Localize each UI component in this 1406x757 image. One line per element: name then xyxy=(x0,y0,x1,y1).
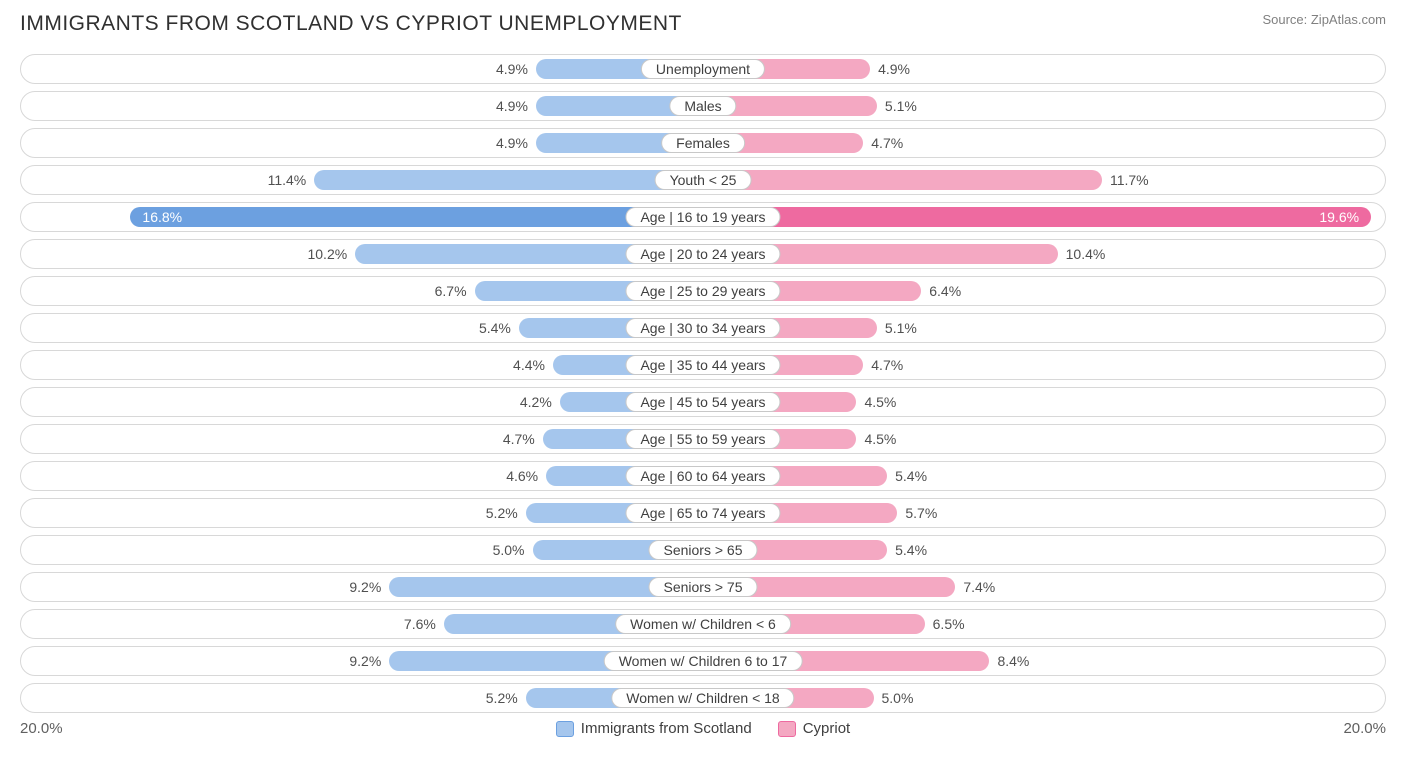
value-label-right: 6.4% xyxy=(929,283,961,299)
value-label-left: 11.4% xyxy=(268,172,307,188)
value-label-right: 5.4% xyxy=(895,468,927,484)
value-label-left: 5.2% xyxy=(486,690,518,706)
chart-header: IMMIGRANTS FROM SCOTLAND VS CYPRIOT UNEM… xyxy=(20,12,1386,36)
value-label-right: 4.7% xyxy=(871,135,903,151)
legend-label-right: Cypriot xyxy=(803,720,851,737)
value-label-left: 5.2% xyxy=(486,505,518,521)
value-label-right: 5.1% xyxy=(885,98,917,114)
category-label: Women w/ Children < 6 xyxy=(615,614,791,634)
value-label-left: 7.6% xyxy=(404,616,436,632)
value-label-left: 10.2% xyxy=(307,246,347,262)
category-label: Age | 16 to 19 years xyxy=(625,207,780,227)
bar-row: 11.4% 11.7% Youth < 25 xyxy=(20,165,1386,195)
legend-label-left: Immigrants from Scotland xyxy=(581,720,752,737)
axis-left-max: 20.0% xyxy=(20,720,63,737)
category-label: Males xyxy=(669,96,736,116)
bar-row: 4.6% 5.4% Age | 60 to 64 years xyxy=(20,461,1386,491)
bar-row: 5.2% 5.0% Women w/ Children < 18 xyxy=(20,683,1386,713)
category-label: Age | 55 to 59 years xyxy=(625,429,780,449)
bar-row: 5.0% 5.4% Seniors > 65 xyxy=(20,535,1386,565)
bar-row: 5.2% 5.7% Age | 65 to 74 years xyxy=(20,498,1386,528)
legend-swatch-left xyxy=(556,721,574,737)
bar-row: 5.4% 5.1% Age | 30 to 34 years xyxy=(20,313,1386,343)
value-label-right: 4.5% xyxy=(864,394,896,410)
bar-left xyxy=(314,170,703,190)
value-label-right: 4.7% xyxy=(871,357,903,373)
bar-right xyxy=(703,170,1102,190)
category-label: Age | 65 to 74 years xyxy=(625,503,780,523)
value-label-left: 9.2% xyxy=(349,579,381,595)
value-label-right: 19.6% xyxy=(1319,209,1359,225)
axis-right-max: 20.0% xyxy=(1343,720,1386,737)
bar-row: 9.2% 7.4% Seniors > 75 xyxy=(20,572,1386,602)
chart-source: Source: ZipAtlas.com xyxy=(1262,12,1386,27)
value-label-left: 4.2% xyxy=(520,394,552,410)
chart-title: IMMIGRANTS FROM SCOTLAND VS CYPRIOT UNEM… xyxy=(20,12,682,36)
category-label: Age | 30 to 34 years xyxy=(625,318,780,338)
value-label-right: 4.5% xyxy=(864,431,896,447)
value-label-right: 8.4% xyxy=(997,653,1029,669)
value-label-left: 4.6% xyxy=(506,468,538,484)
category-label: Women w/ Children 6 to 17 xyxy=(604,651,803,671)
value-label-left: 4.7% xyxy=(503,431,535,447)
category-label: Seniors > 75 xyxy=(649,577,758,597)
chart-footer: 20.0% Immigrants from Scotland Cypriot 2… xyxy=(20,720,1386,737)
value-label-right: 5.4% xyxy=(895,542,927,558)
legend-item-right: Cypriot xyxy=(778,720,851,737)
category-label: Age | 20 to 24 years xyxy=(625,244,780,264)
category-label: Age | 25 to 29 years xyxy=(625,281,780,301)
value-label-left: 9.2% xyxy=(349,653,381,669)
bar-row: 16.8% 19.6% Age | 16 to 19 years xyxy=(20,202,1386,232)
bar-row: 4.4% 4.7% Age | 35 to 44 years xyxy=(20,350,1386,380)
value-label-right: 11.7% xyxy=(1110,172,1149,188)
category-label: Age | 45 to 54 years xyxy=(625,392,780,412)
bar-row: 4.9% 5.1% Males xyxy=(20,91,1386,121)
bar-right xyxy=(703,207,1371,227)
value-label-left: 4.9% xyxy=(496,135,528,151)
value-label-right: 4.9% xyxy=(878,61,910,77)
value-label-right: 5.1% xyxy=(885,320,917,336)
category-label: Women w/ Children < 18 xyxy=(611,688,794,708)
category-label: Youth < 25 xyxy=(655,170,752,190)
category-label: Seniors > 65 xyxy=(649,540,758,560)
bar-row: 4.2% 4.5% Age | 45 to 54 years xyxy=(20,387,1386,417)
value-label-right: 10.4% xyxy=(1066,246,1106,262)
diverging-bar-chart: 4.9% 4.9% Unemployment 4.9% 5.1% Males 4.9% 4.7… xyxy=(20,54,1386,713)
bar-row: 4.7% 4.5% Age | 55 to 59 years xyxy=(20,424,1386,454)
legend-swatch-right xyxy=(778,721,796,737)
bar-row: 10.2% 10.4% Age | 20 to 24 years xyxy=(20,239,1386,269)
value-label-left: 4.9% xyxy=(496,61,528,77)
value-label-left: 5.4% xyxy=(479,320,511,336)
bar-row: 6.7% 6.4% Age | 25 to 29 years xyxy=(20,276,1386,306)
bar-row: 4.9% 4.9% Unemployment xyxy=(20,54,1386,84)
category-label: Females xyxy=(661,133,745,153)
value-label-left: 4.4% xyxy=(513,357,545,373)
bar-left xyxy=(130,207,703,227)
legend-item-left: Immigrants from Scotland xyxy=(556,720,752,737)
value-label-left: 4.9% xyxy=(496,98,528,114)
value-label-left: 6.7% xyxy=(435,283,467,299)
value-label-right: 6.5% xyxy=(933,616,965,632)
category-label: Age | 60 to 64 years xyxy=(625,466,780,486)
value-label-right: 5.0% xyxy=(882,690,914,706)
bar-row: 7.6% 6.5% Women w/ Children < 6 xyxy=(20,609,1386,639)
bar-row: 9.2% 8.4% Women w/ Children 6 to 17 xyxy=(20,646,1386,676)
bar-row: 4.9% 4.7% Females xyxy=(20,128,1386,158)
legend: Immigrants from Scotland Cypriot xyxy=(556,720,850,737)
value-label-right: 5.7% xyxy=(905,505,937,521)
value-label-right: 7.4% xyxy=(963,579,995,595)
value-label-left: 5.0% xyxy=(493,542,525,558)
category-label: Age | 35 to 44 years xyxy=(625,355,780,375)
category-label: Unemployment xyxy=(641,59,765,79)
value-label-left: 16.8% xyxy=(142,209,182,225)
